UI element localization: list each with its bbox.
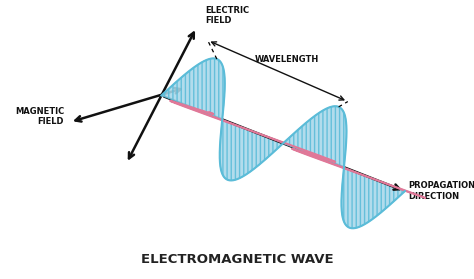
Polygon shape (161, 58, 225, 120)
Polygon shape (220, 119, 283, 181)
Text: ELECTRIC
FIELD: ELECTRIC FIELD (206, 6, 250, 25)
Text: ELECTROMAGNETIC WAVE: ELECTROMAGNETIC WAVE (141, 252, 334, 266)
Polygon shape (170, 101, 213, 114)
Polygon shape (283, 143, 344, 167)
Polygon shape (174, 103, 331, 160)
Text: WAVELENGTH: WAVELENGTH (255, 55, 319, 64)
Text: PROPAGATION
DIRECTION: PROPAGATION DIRECTION (408, 181, 474, 201)
Polygon shape (296, 151, 453, 208)
Polygon shape (341, 167, 405, 228)
Text: MAGNETIC
FIELD: MAGNETIC FIELD (15, 107, 64, 126)
Polygon shape (283, 106, 346, 168)
